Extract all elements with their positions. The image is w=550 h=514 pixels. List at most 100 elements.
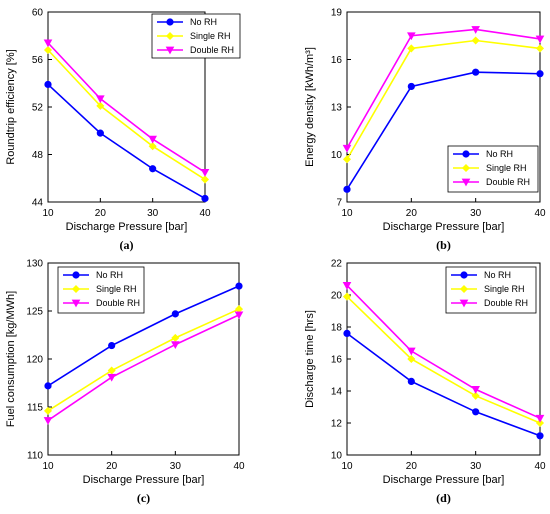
x-tick-label: 20 xyxy=(406,208,418,219)
data-point xyxy=(342,292,352,301)
legend-marker xyxy=(72,271,80,279)
legend-marker xyxy=(165,46,175,55)
legend-label: Double RH xyxy=(486,177,530,187)
legend-label: No RH xyxy=(190,17,217,27)
chart-panel-0: 10 20 30 40 44 48 52 56 60 Discharge Pressure [ba… xyxy=(5,8,241,252)
y-tick-label: 16 xyxy=(331,55,343,66)
data-point xyxy=(235,282,243,290)
data-point xyxy=(471,386,480,394)
legend-label: No RH xyxy=(486,149,513,159)
series-line xyxy=(47,285,240,387)
legend-label: No RH xyxy=(484,270,511,280)
x-tick-label: 40 xyxy=(534,461,546,472)
data-point xyxy=(171,310,179,318)
x-tick-label: 40 xyxy=(199,208,211,219)
data-point xyxy=(107,373,116,382)
data-point xyxy=(536,70,544,78)
data-point xyxy=(472,68,480,76)
data-point xyxy=(96,101,105,110)
y-tick-label: 16 xyxy=(331,355,343,366)
series-line xyxy=(47,42,206,173)
data-point xyxy=(43,39,53,48)
series-line xyxy=(346,71,541,190)
data-point xyxy=(148,142,157,151)
data-point xyxy=(342,144,352,153)
data-point xyxy=(200,175,210,184)
y-tick-label: 7 xyxy=(336,198,342,209)
y-tick-label: 10 xyxy=(331,451,343,462)
x-axis-label: Discharge Pressure [bar] xyxy=(383,221,505,233)
x-tick-label: 30 xyxy=(470,208,482,219)
data-point xyxy=(43,45,53,55)
y-tick-label: 130 xyxy=(26,259,43,270)
legend-marker xyxy=(71,299,81,308)
x-axis-label: Discharge Pressure [bar] xyxy=(383,474,505,486)
data-point xyxy=(343,185,351,193)
data-point xyxy=(407,347,416,356)
y-tick-label: 48 xyxy=(32,150,44,161)
series-line xyxy=(47,49,206,181)
y-tick-label: 110 xyxy=(27,451,43,462)
legend-marker xyxy=(166,18,174,26)
panel-caption: (b) xyxy=(436,238,451,252)
data-point xyxy=(43,406,53,415)
y-tick-label: 125 xyxy=(26,307,43,318)
legend-label: Single RH xyxy=(484,284,525,294)
data-point xyxy=(96,129,104,137)
panel-caption: (a) xyxy=(120,238,134,252)
x-tick-label: 30 xyxy=(170,461,182,472)
y-tick-label: 19 xyxy=(331,8,343,19)
legend-label: Single RH xyxy=(486,163,527,173)
legend-label: Single RH xyxy=(96,284,137,294)
data-point xyxy=(407,44,416,53)
data-point xyxy=(471,36,480,45)
legend-marker xyxy=(71,284,81,294)
y-tick-label: 115 xyxy=(27,403,43,414)
series-line xyxy=(346,332,541,437)
y-tick-label: 120 xyxy=(26,355,43,366)
x-tick-label: 20 xyxy=(95,208,107,219)
legend-label: Double RH xyxy=(96,298,140,308)
legend-marker xyxy=(462,150,470,158)
y-tick-label: 18 xyxy=(331,323,343,334)
y-tick-label: 44 xyxy=(32,198,44,209)
data-point xyxy=(536,432,544,440)
legend-marker xyxy=(461,163,471,173)
x-axis-label: Discharge Pressure [bar] xyxy=(83,474,205,486)
series-line xyxy=(346,39,541,160)
data-point xyxy=(96,95,105,104)
chart-panel-2: 10 20 30 40 110 115 120 125 130 Discharge Pressur… xyxy=(5,259,245,506)
legend-marker xyxy=(165,31,175,41)
data-point xyxy=(171,333,180,342)
x-tick-label: 30 xyxy=(470,461,482,472)
data-point xyxy=(407,354,416,364)
y-axis-label: Roundtrip efficiency [%] xyxy=(5,49,17,164)
legend-marker xyxy=(459,299,469,308)
data-point xyxy=(343,329,351,338)
y-tick-label: 56 xyxy=(32,55,44,66)
x-tick-label: 10 xyxy=(341,461,353,472)
data-point xyxy=(407,82,415,91)
data-point xyxy=(535,35,545,44)
data-point xyxy=(148,135,157,144)
legend-marker xyxy=(459,284,469,294)
data-point xyxy=(407,32,416,41)
series-line xyxy=(346,28,541,149)
series-line xyxy=(346,296,541,424)
data-point xyxy=(342,282,352,290)
series-line xyxy=(47,314,240,422)
y-tick-label: 60 xyxy=(32,8,44,19)
y-tick-label: 13 xyxy=(331,103,343,114)
data-point xyxy=(149,165,157,173)
legend-marker xyxy=(461,178,471,187)
data-point xyxy=(43,417,53,425)
panel-caption: (d) xyxy=(436,491,451,505)
x-tick-label: 40 xyxy=(233,461,245,472)
y-tick-label: 20 xyxy=(331,291,343,302)
data-point xyxy=(201,194,209,203)
series-line xyxy=(47,83,206,200)
y-axis-label: Energy density [kWh/m³] xyxy=(304,47,316,167)
data-point xyxy=(535,44,545,53)
y-tick-label: 10 xyxy=(331,150,343,161)
